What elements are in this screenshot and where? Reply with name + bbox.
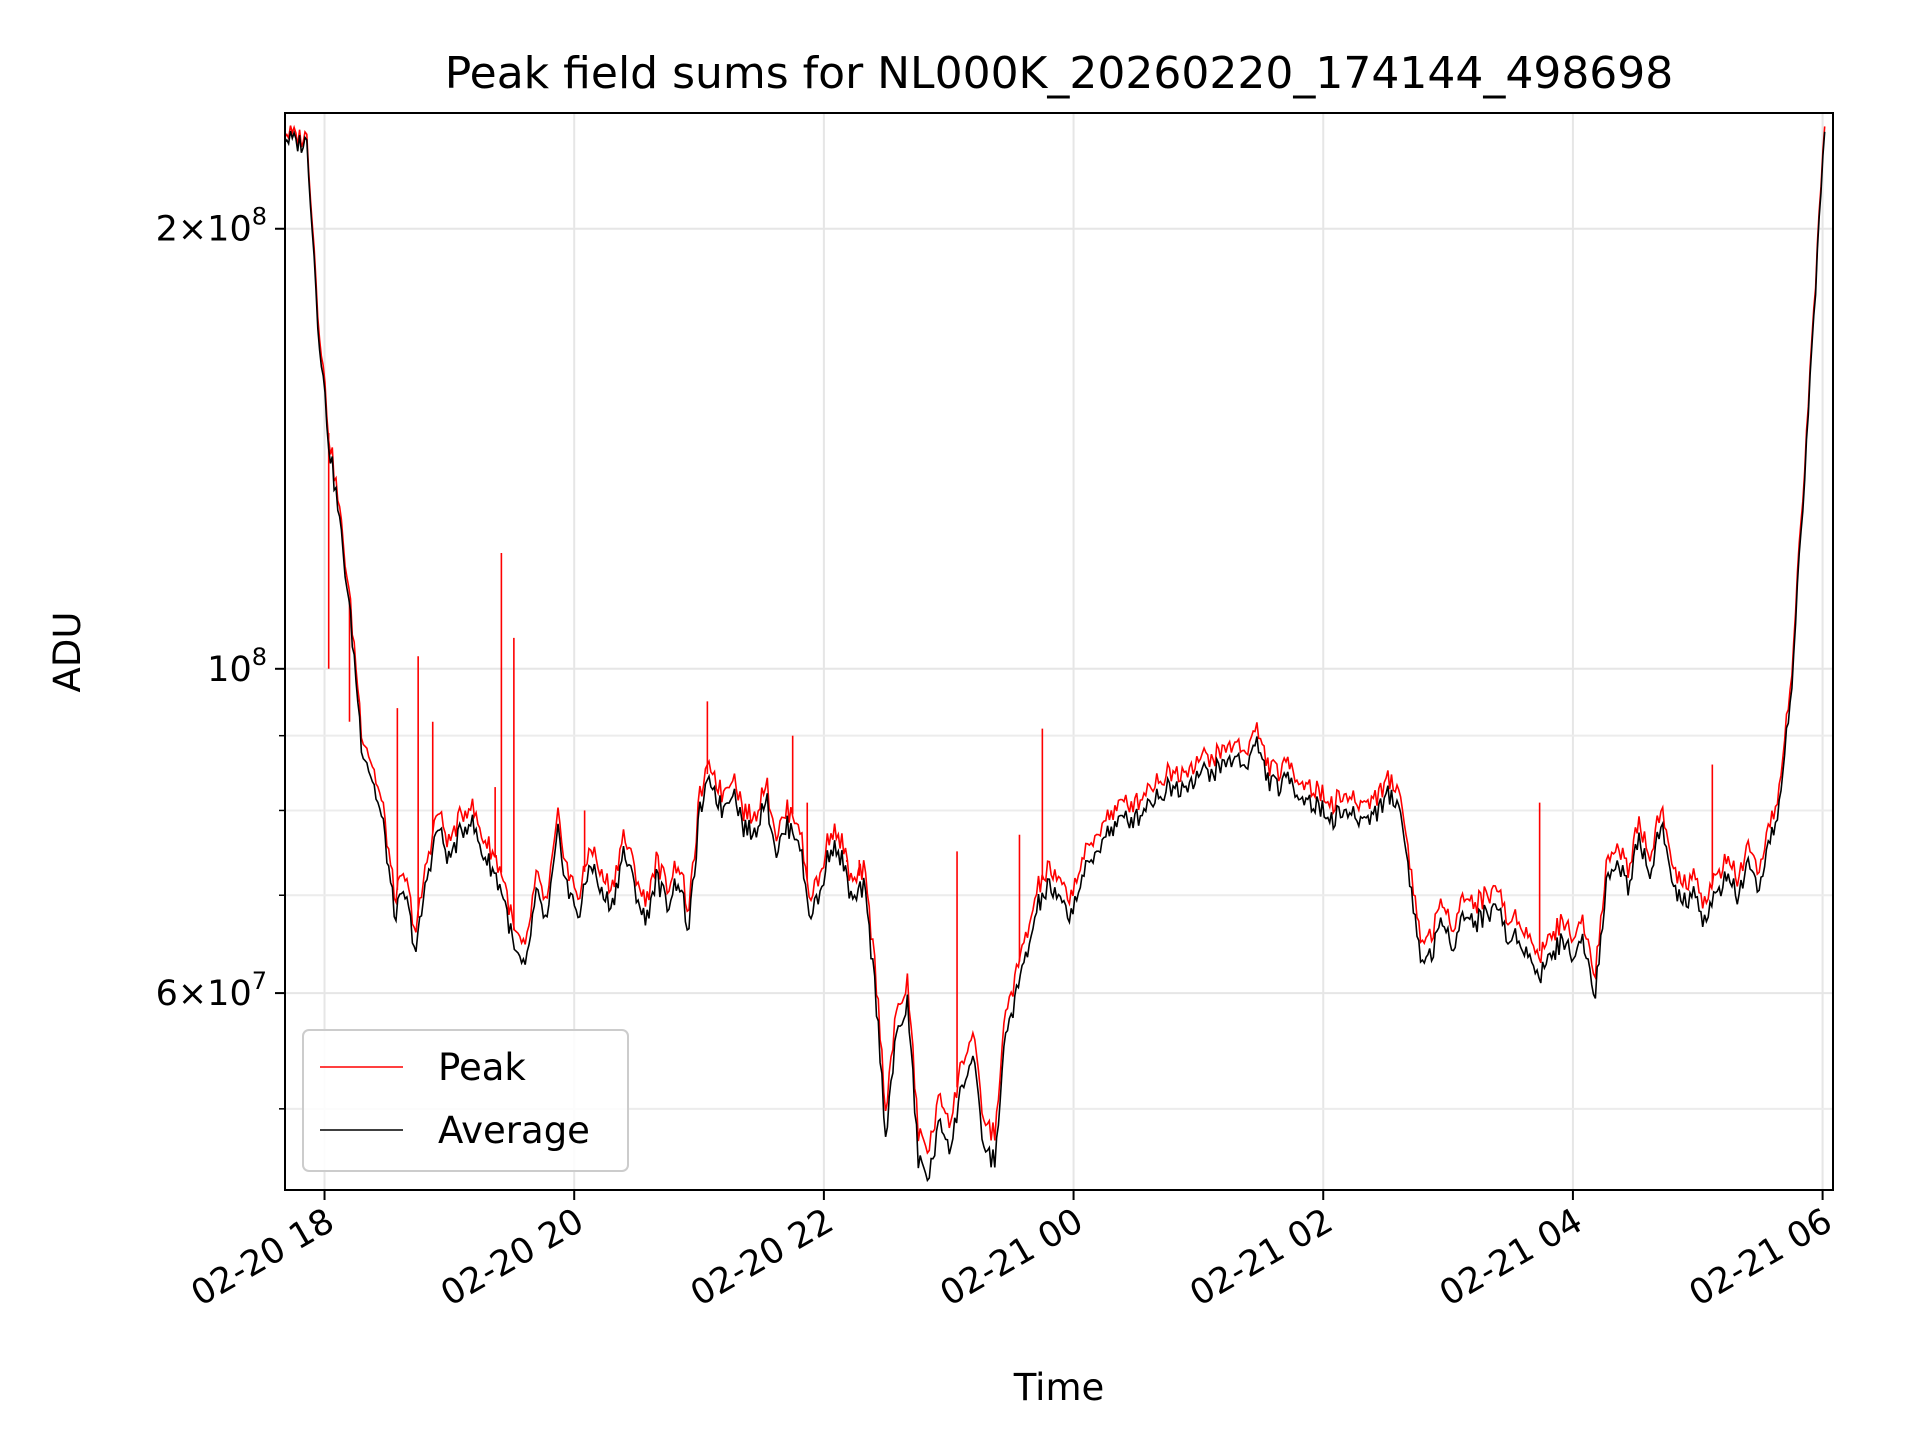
y-tick-label: 108: [207, 643, 267, 690]
legend: Peak Average: [302, 1029, 629, 1172]
plot-series: [284, 124, 1826, 1183]
series-average-line: [284, 130, 1826, 1183]
grid: [285, 113, 1833, 1190]
legend-box: [302, 1029, 629, 1172]
legend-peak-label: Peak: [438, 1046, 526, 1089]
y-axis-label: ADU: [46, 612, 89, 693]
chart-title: Peak field sums for NL000K_20260220_1741…: [445, 48, 1674, 99]
plot-area-frame: [284, 112, 1834, 1191]
series-peak-line: [284, 124, 1826, 1155]
x-axis-label: Time: [1013, 1366, 1105, 1409]
y-tick-label: 2×108: [156, 203, 267, 250]
legend-average-label: Average: [438, 1109, 590, 1152]
y-tick-label: 6×107: [156, 967, 267, 1014]
